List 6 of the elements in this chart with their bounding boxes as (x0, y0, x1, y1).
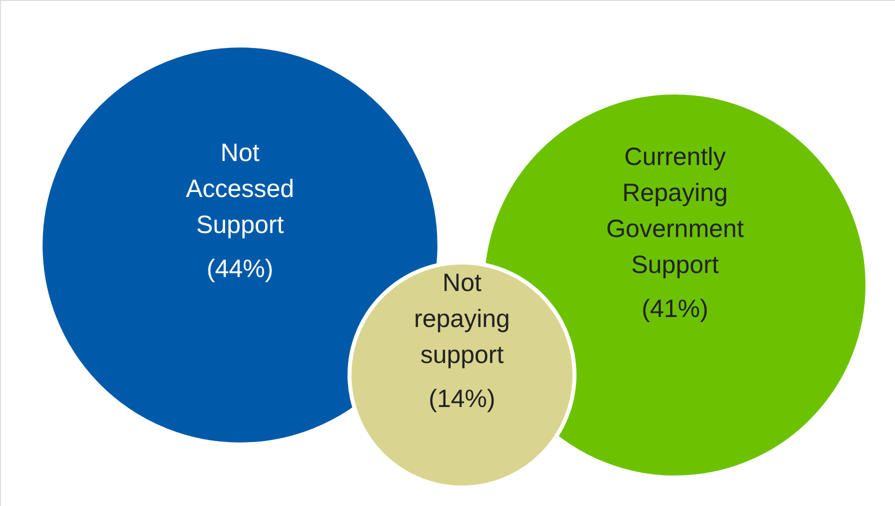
category-label: Not Accessed Support (186, 139, 294, 239)
data-label: (44%) (206, 255, 274, 283)
category-label: Currently Repaying Government Support (606, 143, 744, 279)
category-label: Not repaying support (414, 269, 510, 369)
data-label: (41%) (642, 295, 708, 323)
data-label: (14%) (428, 385, 496, 413)
